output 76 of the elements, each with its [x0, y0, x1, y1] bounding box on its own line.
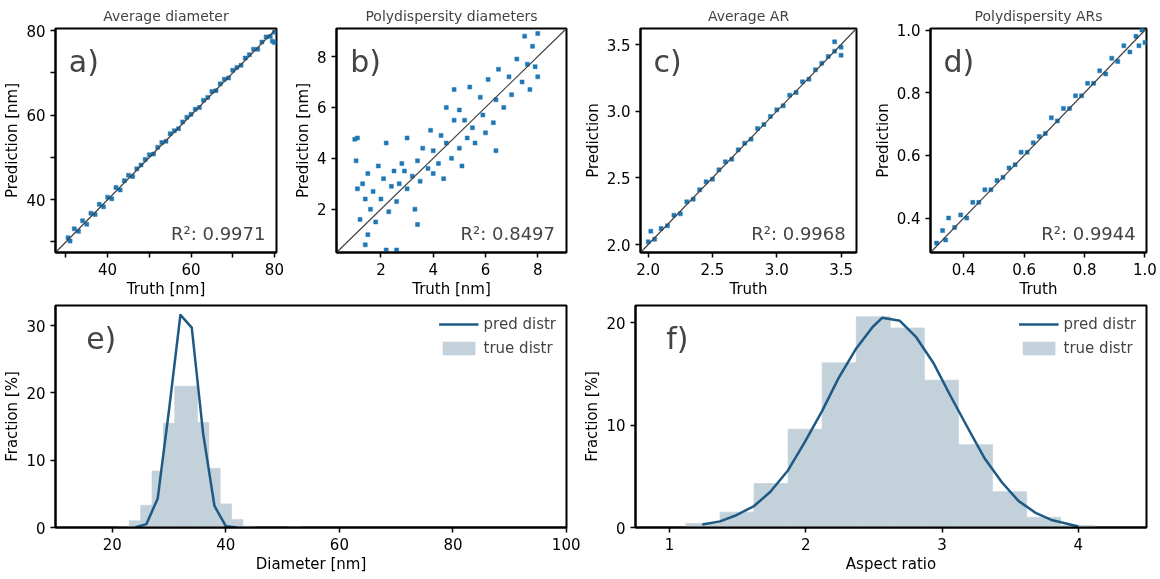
x-axis-title: Truth [728, 279, 768, 298]
y-axis-title: Prediction [nm] [293, 82, 312, 199]
y-tick-label: 0.4 [896, 210, 921, 229]
x-axis-title: Diameter [nm] [255, 554, 367, 573]
y-tick-label: 0 [35, 519, 46, 538]
x-tick-label: 1 [664, 535, 675, 554]
x-axis-title: Truth [1018, 279, 1058, 298]
x-tick-label: 2 [801, 535, 811, 554]
y-tick-label: 30 [26, 317, 46, 336]
chart-title: Polydispersity diameters [365, 7, 538, 24]
x-tick-label: 100 [551, 535, 581, 554]
x-tick-label: 60 [329, 535, 349, 554]
y-tick-label: 2 [316, 201, 327, 220]
y-tick-label: 4 [316, 150, 327, 169]
y-tick-label: 2.0 [606, 236, 631, 255]
annotation: a) [68, 44, 99, 80]
annotation: c) [653, 44, 682, 80]
chart-title: Polydispersity ARs [974, 7, 1103, 24]
x-tick-label: 3.0 [764, 260, 789, 279]
x-tick-label: 2 [376, 260, 386, 279]
annotation: f) [666, 321, 689, 357]
y-tick-label: 3.5 [606, 36, 631, 55]
annotation: R²: 0.9944 [1041, 222, 1136, 244]
y-axis-title: Fraction [%] [583, 371, 602, 462]
annotation: e) [86, 321, 117, 357]
x-tick-label: 40 [216, 535, 236, 554]
annotation: R²: 0.9971 [170, 222, 266, 244]
x-tick-label: 2.5 [700, 260, 725, 279]
x-tick-label: 0.6 [1012, 260, 1037, 279]
y-axis-title: Prediction [583, 103, 602, 178]
x-tick-label: 3 [937, 535, 947, 554]
y-tick-label: 0.8 [896, 84, 921, 103]
y-tick-label: 20 [606, 314, 626, 333]
y-tick-label: 6 [316, 99, 327, 118]
x-tick-label: 80 [264, 260, 284, 279]
y-tick-label: 2.5 [606, 169, 631, 188]
annotation: R²: 0.9968 [751, 222, 846, 244]
legend-label: true distr [483, 339, 553, 357]
y-tick-label: 3.0 [606, 103, 631, 122]
y-tick-label: 0 [615, 519, 626, 538]
y-tick-label: 80 [26, 22, 46, 41]
x-tick-label: 0.8 [1072, 260, 1097, 279]
annotation: R²: 0.8497 [460, 222, 556, 244]
annotation: b) [350, 44, 382, 80]
x-tick-label: 8 [532, 260, 543, 279]
x-tick-label: 6 [480, 260, 491, 279]
y-tick-label: 10 [606, 417, 626, 436]
x-tick-label: 20 [102, 535, 122, 554]
x-axis-title: Truth [nm] [411, 279, 491, 298]
y-tick-label: 1.0 [896, 22, 921, 41]
x-tick-label: 40 [98, 260, 118, 279]
y-tick-label: 10 [26, 452, 46, 471]
x-axis-title: Aspect ratio [845, 554, 937, 573]
y-tick-label: 20 [26, 384, 46, 403]
x-tick-label: 80 [443, 535, 463, 554]
x-tick-label: 2.0 [636, 260, 661, 279]
legend-label: pred distr [1063, 315, 1136, 333]
x-axis-title: Truth [nm] [125, 279, 206, 298]
y-axis-title: Prediction [nm] [3, 82, 22, 199]
x-tick-label: 3.5 [829, 260, 853, 279]
y-tick-label: 60 [26, 107, 46, 126]
annotation: d) [943, 44, 975, 80]
x-tick-label: 60 [181, 260, 201, 279]
y-tick-label: 8 [316, 48, 327, 67]
x-tick-label: 0.4 [951, 260, 976, 279]
x-tick-label: 4 [1073, 535, 1084, 554]
y-tick-label: 0.6 [896, 147, 921, 166]
y-axis-title: Prediction [873, 103, 892, 178]
legend-label: pred distr [483, 315, 556, 333]
chart-title: Average diameter [103, 7, 229, 24]
x-tick-label: 4 [428, 260, 438, 279]
x-tick-label: 1.0 [1133, 260, 1157, 279]
y-axis-title: Fraction [%] [3, 371, 22, 462]
chart-title: Average AR [707, 7, 790, 24]
legend-label: true distr [1063, 339, 1133, 357]
y-tick-label: 40 [26, 191, 46, 210]
